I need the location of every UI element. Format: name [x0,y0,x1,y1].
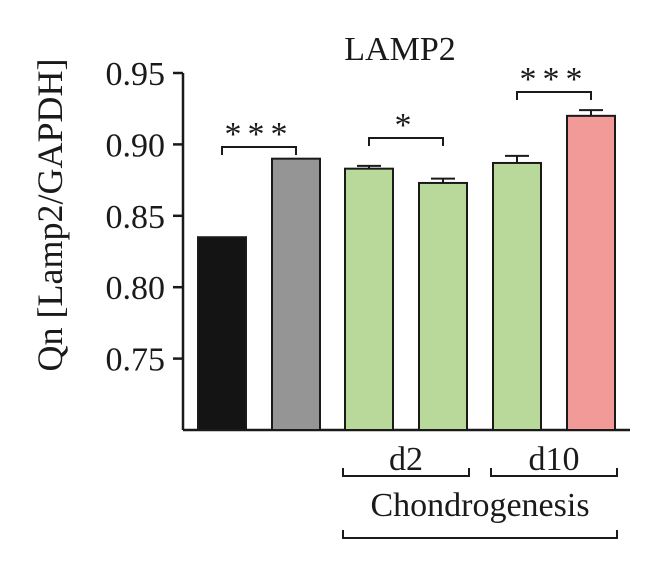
significance-annotations: *** **** [221,61,592,155]
group-bracket [342,468,470,477]
chart-title: LAMP2 [344,31,455,68]
y-tick-label: 0.90 [106,127,166,164]
bar [566,114,616,431]
y-axis-label: Qn [Lamp2/GAPDH] [30,59,70,372]
bar [418,181,468,431]
y-axis: 0.95 0.90 0.85 0.80 0.75 [106,56,630,432]
group-annotations: d2 d10 Chondrogenesis [342,441,618,539]
y-tick-label: 0.75 [106,342,166,379]
significance-bracket [516,91,592,100]
bar [492,161,542,432]
bar [344,167,394,431]
group-label: d10 [529,441,580,478]
bar-series [197,109,616,432]
y-tick-label: 0.80 [106,270,166,307]
significance-label: * [395,107,418,144]
group-label: d2 [389,441,423,478]
significance-label: *** [225,116,294,153]
super-group-bracket [342,530,618,539]
y-tick-label: 0.85 [106,199,166,236]
significance-label: *** [520,61,589,98]
y-tick-label: 0.95 [106,56,166,93]
bar [197,236,247,431]
super-group-label: Chondrogenesis [370,487,589,524]
significance-bracket [221,146,297,155]
bar [271,157,321,431]
significance-bracket [368,137,444,146]
group-bracket [490,468,618,477]
